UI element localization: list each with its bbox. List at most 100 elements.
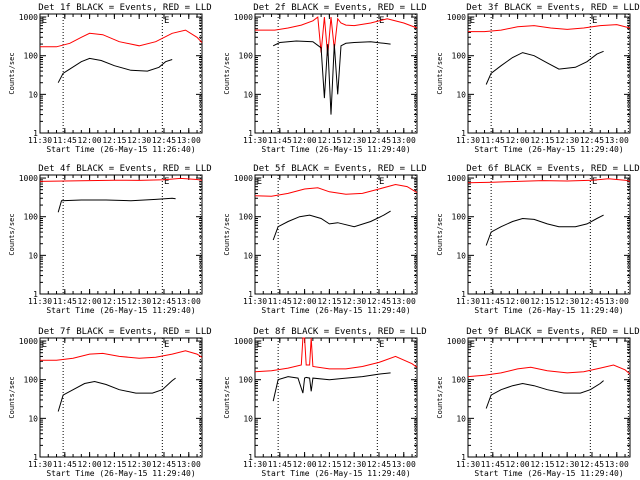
y-tick-label: 1	[33, 129, 38, 138]
y-tick-label: 100	[239, 213, 254, 222]
x-tick-label: 11:30	[28, 460, 52, 469]
y-tick-label: 10	[456, 414, 466, 423]
event-rate-line	[57, 377, 176, 412]
event-marker-label: E	[257, 340, 262, 350]
y-tick-label: 1000	[19, 13, 38, 22]
y-tick-label: 1	[248, 129, 253, 138]
x-tick-label: 12:45	[152, 460, 176, 469]
event-marker-label: E	[470, 340, 475, 350]
x-tick-label: 11:30	[456, 297, 480, 306]
y-tick-label: 1000	[447, 337, 466, 346]
chart-title: Det 8f BLACK = Events, RED = LLD	[253, 327, 426, 337]
x-tick-label: 12:30	[127, 136, 151, 145]
event-marker-label: E	[164, 16, 169, 26]
x-tick-label: 12:15	[530, 136, 554, 145]
y-tick-label: 1000	[447, 13, 466, 22]
y-tick-label: 100	[24, 376, 39, 385]
x-tick-label: 13:00	[392, 297, 416, 306]
chart-title: Det 6f BLACK = Events, RED = LLD	[466, 164, 639, 174]
x-tick-label: 12:15	[530, 460, 554, 469]
x-tick-label: 12:00	[78, 297, 102, 306]
x-tick-label: 13:00	[392, 460, 416, 469]
x-axis-label: Start Time (26-May-15 11:29:40)	[261, 469, 410, 478]
event-marker-label: E	[257, 177, 262, 187]
event-rate-line	[485, 380, 604, 409]
y-tick-label: 1000	[19, 337, 38, 346]
y-axis-label: Counts/sec	[436, 213, 444, 255]
plot-frame	[39, 13, 203, 134]
x-tick-label: 12:30	[342, 136, 366, 145]
y-tick-label: 1000	[19, 174, 38, 183]
x-tick-label: 12:15	[102, 460, 126, 469]
x-tick-label: 12:00	[293, 136, 317, 145]
lld-rate-line	[40, 350, 203, 361]
chart-title: Det 1f BLACK = Events, RED = LLD	[38, 3, 211, 13]
event-rate-line	[485, 214, 604, 246]
y-tick-label: 1	[33, 453, 38, 462]
plot-frame	[467, 337, 631, 458]
y-tick-label: 10	[28, 251, 38, 260]
x-tick-label: 11:30	[243, 297, 267, 306]
lld-rate-line	[255, 16, 418, 56]
x-tick-label: 13:00	[177, 136, 201, 145]
x-tick-label: 11:30	[243, 460, 267, 469]
x-tick-label: 12:45	[367, 297, 391, 306]
x-tick-label: 11:45	[268, 136, 292, 145]
event-rate-line	[57, 57, 173, 83]
x-tick-label: 11:45	[481, 460, 505, 469]
lld-rate-line	[468, 24, 631, 33]
y-tick-label: 1	[33, 290, 38, 299]
x-tick-label: 12:45	[152, 136, 176, 145]
y-axis-label: Counts/sec	[223, 213, 231, 255]
x-tick-label: 12:00	[78, 460, 102, 469]
x-tick-label: 13:00	[605, 136, 629, 145]
x-tick-label: 12:15	[317, 460, 341, 469]
event-marker-label: E	[470, 16, 475, 26]
x-tick-label: 11:45	[268, 297, 292, 306]
x-tick-label: 12:30	[555, 297, 579, 306]
chart-title: Det 9f BLACK = Events, RED = LLD	[466, 327, 639, 337]
y-tick-label: 10	[28, 414, 38, 423]
x-tick-label: 12:30	[555, 136, 579, 145]
event-rate-line	[272, 372, 391, 402]
event-marker-label: E	[42, 16, 47, 26]
y-tick-label: 1	[461, 290, 466, 299]
y-axis-label: Counts/sec	[8, 52, 16, 94]
event-marker-label: E	[379, 177, 384, 187]
x-tick-label: 12:45	[152, 297, 176, 306]
y-tick-label: 1000	[234, 337, 253, 346]
x-tick-label: 12:30	[555, 460, 579, 469]
x-tick-label: 12:00	[506, 297, 530, 306]
y-tick-label: 1000	[234, 174, 253, 183]
x-axis-label: Start Time (26-May-15 11:29:40)	[46, 469, 195, 478]
x-tick-label: 12:30	[342, 460, 366, 469]
x-tick-label: 11:30	[28, 136, 52, 145]
chart-panel-3: Det 3f BLACK = Events, RED = LLD 1 10 100 10…	[436, 3, 640, 154]
x-tick-label: 12:45	[580, 460, 604, 469]
y-tick-label: 10	[456, 251, 466, 260]
chart-panel-8: Det 8f BLACK = Events, RED = LLD 1 10 100 10…	[223, 327, 427, 478]
x-tick-label: 11:45	[53, 297, 77, 306]
x-tick-label: 12:30	[127, 297, 151, 306]
event-marker-label: E	[592, 340, 597, 350]
event-marker-label: E	[379, 340, 384, 350]
plot-frame	[39, 174, 203, 295]
y-tick-label: 100	[24, 213, 39, 222]
x-tick-label: 12:15	[317, 297, 341, 306]
y-tick-label: 10	[243, 251, 253, 260]
event-rate-line	[485, 50, 604, 85]
chart-title: Det 4f BLACK = Events, RED = LLD	[38, 164, 211, 174]
chart-title: Det 5f BLACK = Events, RED = LLD	[253, 164, 426, 174]
x-tick-label: 12:30	[342, 297, 366, 306]
x-axis-label: Start Time (26-May-15 11:26:40)	[46, 145, 195, 154]
x-tick-label: 12:00	[78, 136, 102, 145]
y-tick-label: 100	[452, 376, 467, 385]
chart-panel-1: Det 1f BLACK = Events, RED = LLD 1 10 100 10…	[8, 3, 212, 154]
x-tick-label: 11:45	[481, 136, 505, 145]
event-marker-label: E	[592, 16, 597, 26]
x-tick-label: 12:45	[580, 136, 604, 145]
x-tick-label: 11:30	[243, 136, 267, 145]
chart-panel-2: Det 2f BLACK = Events, RED = LLD 1 10 100 10…	[223, 3, 427, 154]
lld-rate-line	[40, 29, 203, 48]
